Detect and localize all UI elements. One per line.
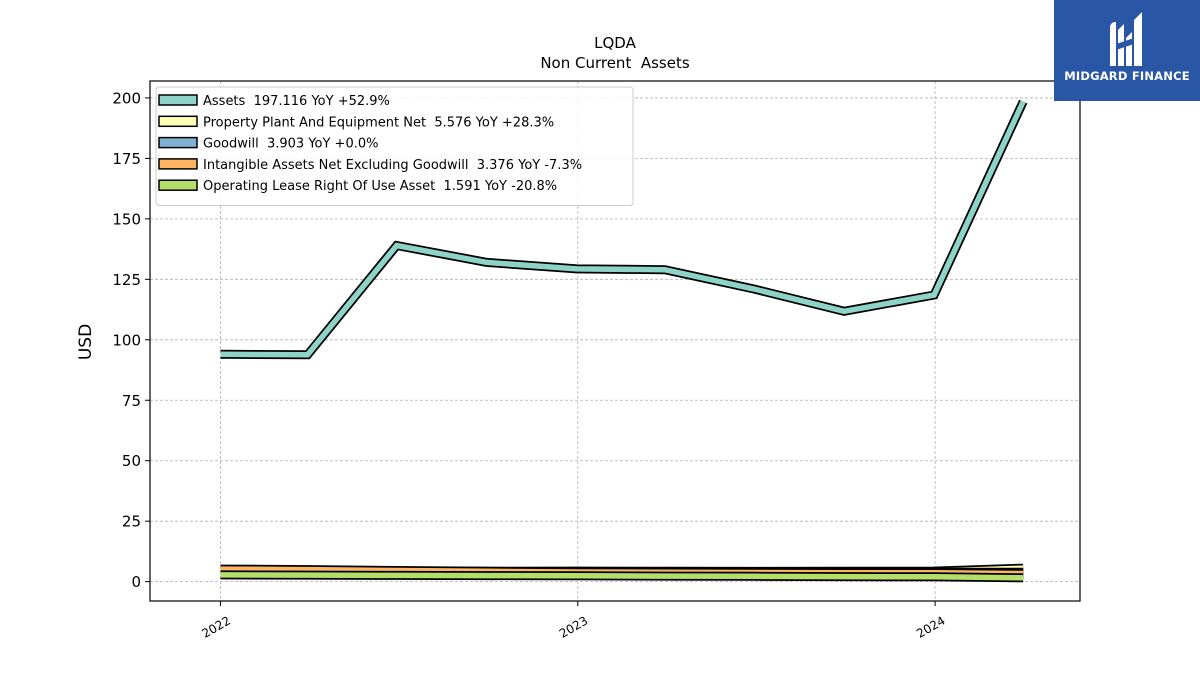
y-tick-label: 75: [122, 392, 141, 410]
y-tick-label: 0: [131, 573, 141, 591]
chart-subtitle: Non Current Assets: [540, 54, 690, 72]
y-axis-label: USD: [76, 324, 96, 360]
legend-entry: Intangible Assets Net Excluding Goodwill…: [203, 158, 582, 173]
x-tick-label: 2023: [557, 613, 590, 640]
y-tick-label: 25: [122, 513, 141, 531]
y-tick-label: 125: [112, 271, 141, 289]
chart-title: LQDA: [594, 34, 636, 52]
legend-swatch: [158, 158, 198, 170]
legend-swatch: [158, 94, 198, 106]
legend-entry: Property Plant And Equipment Net 5.576 Y…: [203, 115, 554, 130]
brand-logo: MIDGARD FINANCE: [1054, 0, 1200, 101]
y-tick-label: 100: [112, 331, 141, 349]
y-tick-label: 50: [122, 452, 141, 470]
x-tick-label: 2022: [200, 613, 233, 640]
x-tick-label: 2024: [914, 613, 947, 640]
legend-swatch: [158, 115, 198, 128]
y-tick-label: 150: [112, 210, 141, 228]
series-line: [220, 572, 1024, 581]
y-tick-label: 200: [112, 89, 141, 107]
plot-frame: [149, 80, 1081, 602]
y-tick-label: 175: [112, 150, 141, 168]
legend-box: [155, 86, 634, 206]
plot-area: 0 25 50 75 100 125 150 175 200 2022 2023 2024 Assets…: [112, 80, 1081, 641]
legend-swatch: [158, 179, 198, 191]
legend-entry: Goodwill 3.903 YoY +0.0%: [203, 137, 378, 152]
brand-name: MIDGARD FINANCE: [1064, 69, 1190, 83]
legend-swatch: [158, 136, 198, 149]
midgard-logo-icon: [1110, 12, 1142, 66]
series-line: [220, 100, 1026, 358]
legend-entry: Operating Lease Right Of Use Asset 1.591…: [203, 179, 557, 194]
legend-entry: Assets 197.116 YoY +52.9%: [203, 94, 390, 109]
